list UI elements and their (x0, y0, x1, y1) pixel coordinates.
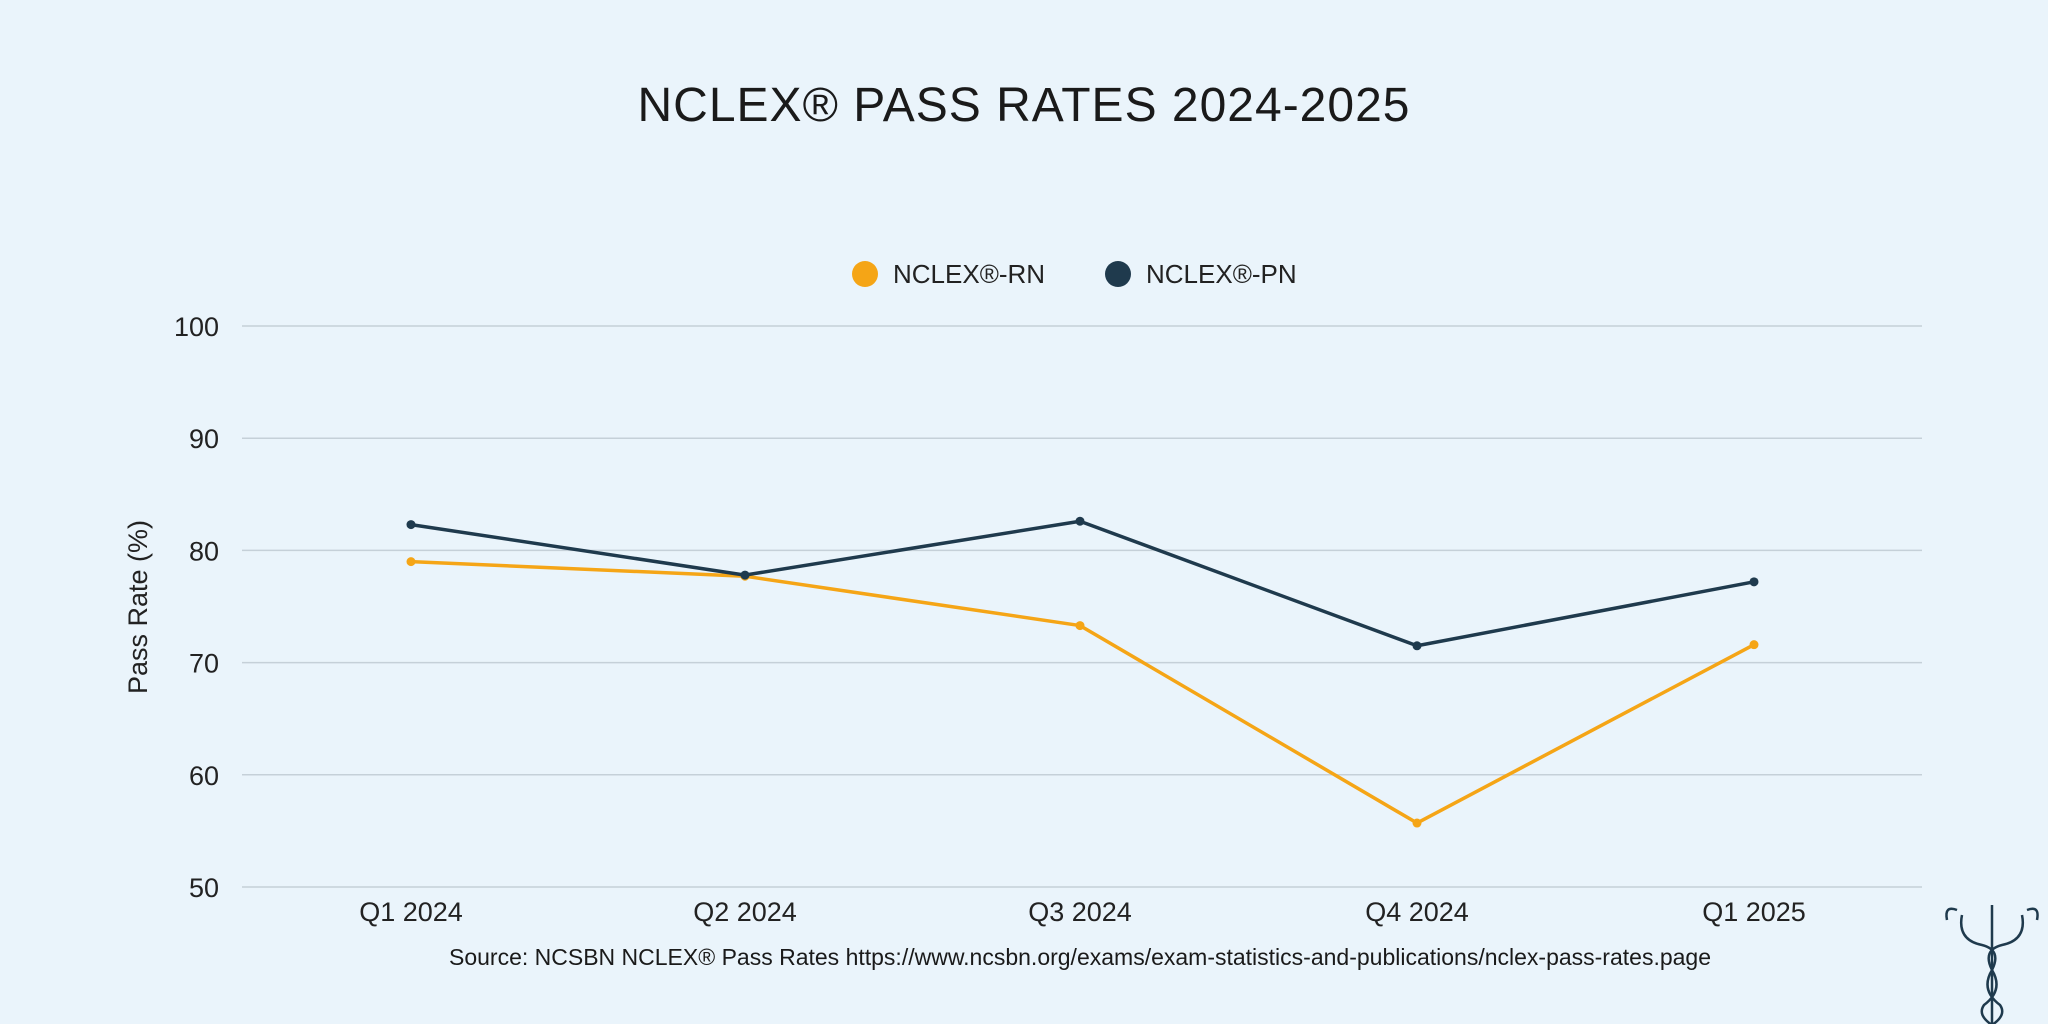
y-axis-label: Pass Rate (%) (123, 520, 153, 694)
legend-label: NCLEX®-RN (893, 259, 1045, 289)
y-tick-label: 100 (174, 312, 219, 342)
x-tick-label: Q2 2024 (693, 897, 797, 927)
x-tick-label: Q1 2025 (1702, 897, 1806, 927)
series-line-rn (410, 559, 1755, 825)
y-tick-label: 70 (189, 649, 219, 679)
data-point (1075, 621, 1085, 631)
data-point (1749, 577, 1759, 587)
legend-marker (1105, 261, 1131, 287)
data-point (1075, 516, 1085, 526)
data-point (1412, 641, 1422, 651)
y-tick-label: 90 (189, 424, 219, 454)
caduceus-stethoscope-icon (1945, 905, 2039, 1024)
x-tick-label: Q1 2024 (359, 897, 463, 927)
x-tick-label: Q3 2024 (1028, 897, 1132, 927)
data-point (1412, 818, 1422, 828)
y-tick-label: 80 (189, 536, 219, 566)
legend-label: NCLEX®-PN (1146, 259, 1297, 289)
legend-marker (852, 261, 878, 287)
data-point (740, 570, 750, 580)
source-note: Source: NCSBN NCLEX® Pass Rates https://… (448, 944, 1711, 970)
y-tick-label: 60 (189, 761, 219, 791)
x-tick-label: Q4 2024 (1365, 897, 1469, 927)
data-point (1749, 640, 1759, 650)
y-tick-label: 50 (189, 873, 219, 903)
data-point (406, 557, 416, 567)
data-point (406, 520, 416, 530)
chart-title: NCLEX® PASS RATES 2024-2025 (637, 79, 1411, 132)
